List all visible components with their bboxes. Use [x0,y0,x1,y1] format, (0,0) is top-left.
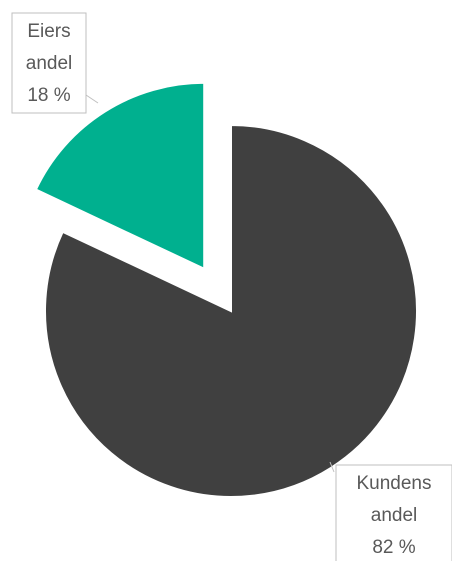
data-label-name-1: Eiers [27,21,70,42]
pie-slice-0 [44,123,418,498]
data-label-box-1 [11,12,87,114]
data-label-box-0 [335,464,452,561]
data-label-name-1: andel [26,53,73,74]
pie-slice-1 [34,81,206,271]
leader-lines [85,94,335,473]
data-label-name-0: Kundens [356,473,431,494]
leader-line-1 [85,94,99,104]
data-label-value-0: 82 % [372,537,415,558]
data-label-name-0: andel [371,505,418,526]
data-label-value-1: 18 % [27,85,70,106]
pie-slices [34,81,418,498]
leader-line-0 [329,461,335,473]
data-labels: Kundens andel 82 % Eiers andel 18 % [11,12,452,561]
